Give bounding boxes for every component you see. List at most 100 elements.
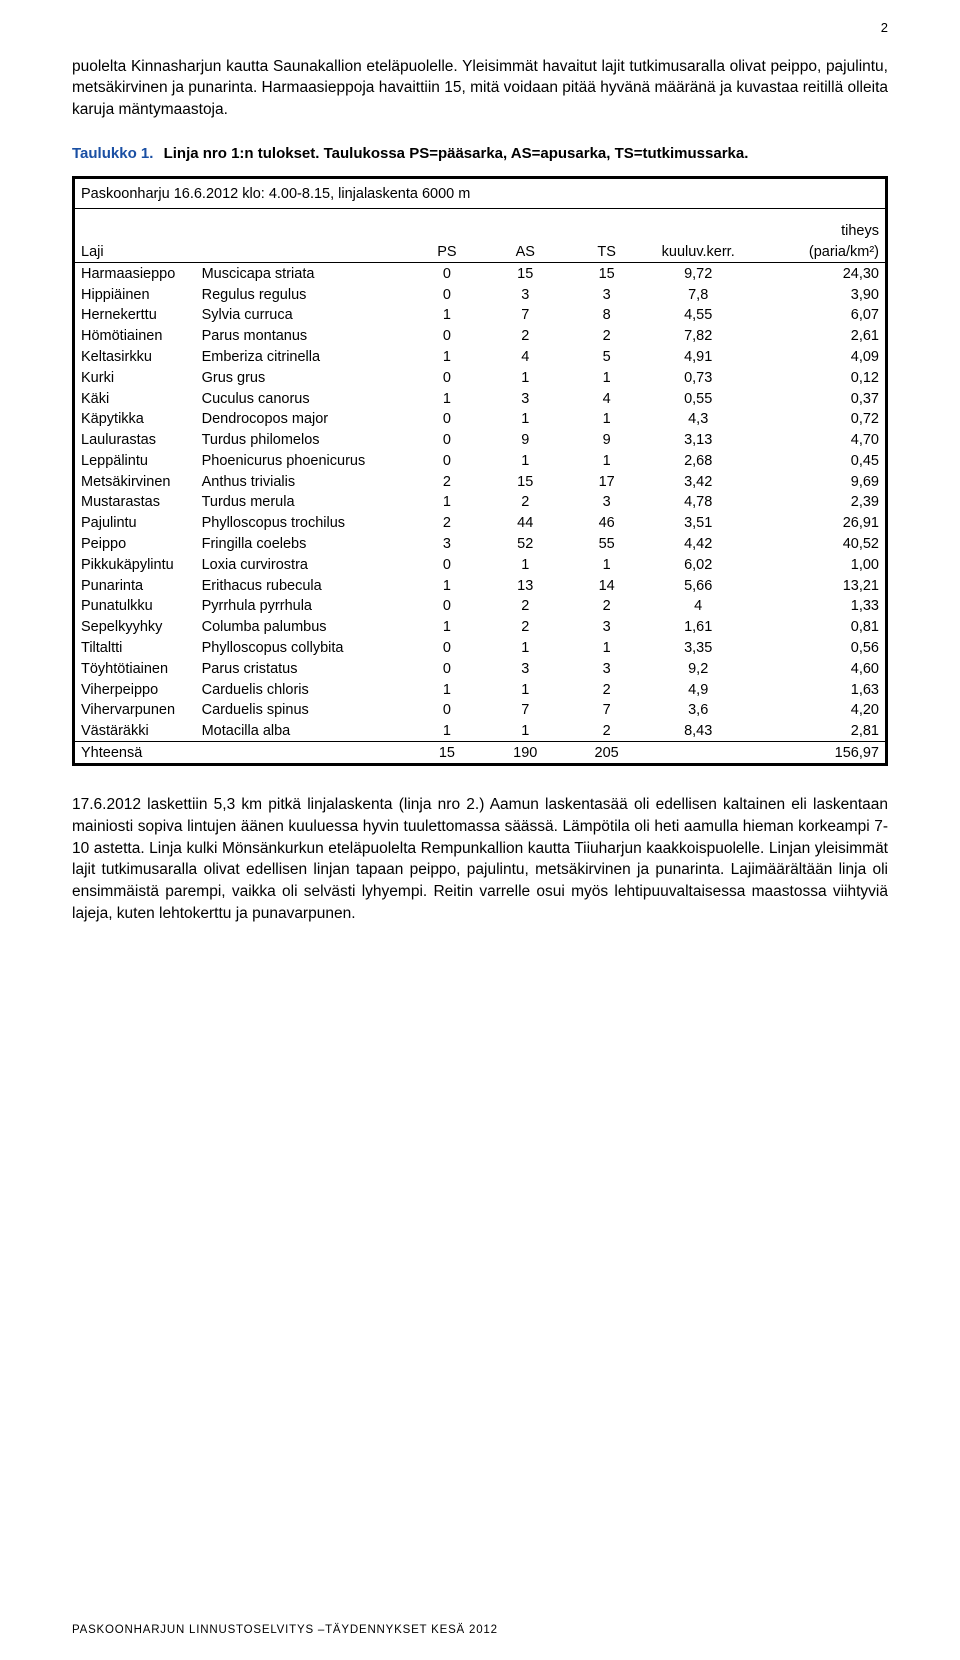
table-cell: 7 xyxy=(566,700,647,721)
page-number: 2 xyxy=(881,20,888,35)
table-cell: Metsäkirvinen xyxy=(74,471,196,492)
intro-paragraph: puolelta Kinnasharjun kautta Saunakallio… xyxy=(72,56,888,121)
col-laji: Laji xyxy=(74,242,196,263)
table-cell: Hernekerttu xyxy=(74,305,196,326)
table-caption-link: Taulukko 1. xyxy=(72,145,153,162)
table-cell: Yhteensä xyxy=(74,742,196,765)
table-cell: 44 xyxy=(485,513,566,534)
table-cell: 52 xyxy=(485,534,566,555)
table-cell: Regulus regulus xyxy=(196,284,410,305)
table-cell xyxy=(196,742,410,765)
table-cell: 0 xyxy=(409,263,484,284)
table-cell: 4 xyxy=(647,596,749,617)
table-cell: 2 xyxy=(566,326,647,347)
table-cell: 4,3 xyxy=(647,409,749,430)
table-cell: 13 xyxy=(485,575,566,596)
table-cell: 4,42 xyxy=(647,534,749,555)
table-cell: 1 xyxy=(409,575,484,596)
table-cell: 2 xyxy=(485,326,566,347)
table-cell: 0,55 xyxy=(647,388,749,409)
table-cell: 3 xyxy=(566,492,647,513)
species-table: Paskoonharju 16.6.2012 klo: 4.00-8.15, l… xyxy=(72,176,888,766)
table-cell: Carduelis chloris xyxy=(196,679,410,700)
table-cell: Dendrocopos major xyxy=(196,409,410,430)
table-row: PunatulkkuPyrrhula pyrrhula02241,33 xyxy=(74,596,887,617)
table-cell: Punarinta xyxy=(74,575,196,596)
header-row-2: Laji PS AS TS kuuluv.kerr. (paria/km²) xyxy=(74,242,887,263)
table-cell: 0 xyxy=(409,596,484,617)
table-cell: Keltasirkku xyxy=(74,347,196,368)
table-cell: 4,60 xyxy=(749,658,886,679)
table-cell: Hömötiainen xyxy=(74,326,196,347)
table-cell: Parus montanus xyxy=(196,326,410,347)
table-cell: Sepelkyyhky xyxy=(74,617,196,638)
table-cell: Västäräkki xyxy=(74,721,196,742)
table-cell: 0 xyxy=(409,284,484,305)
table-cell: Töyhtötiainen xyxy=(74,658,196,679)
table-cell: Peippo xyxy=(74,534,196,555)
table-cell xyxy=(647,742,749,765)
table-cell: 2,68 xyxy=(647,451,749,472)
table-cell: 7,8 xyxy=(647,284,749,305)
table-cell: 1 xyxy=(485,679,566,700)
table-cell: 0 xyxy=(409,638,484,659)
col-ps: PS xyxy=(409,242,484,263)
table-cell: Pikkukäpylintu xyxy=(74,554,196,575)
table-cell: Carduelis spinus xyxy=(196,700,410,721)
table-cell: Erithacus rubecula xyxy=(196,575,410,596)
table-row: HömötiainenParus montanus0227,822,61 xyxy=(74,326,887,347)
table-cell: 9,2 xyxy=(647,658,749,679)
table-row: HarmaasieppoMuscicapa striata015159,7224… xyxy=(74,263,887,284)
table-row: MustarastasTurdus merula1234,782,39 xyxy=(74,492,887,513)
table-cell: 1 xyxy=(485,451,566,472)
table-cell: 0,56 xyxy=(749,638,886,659)
table-cell: 1 xyxy=(566,638,647,659)
table-cell: 4 xyxy=(485,347,566,368)
col-paria: (paria/km²) xyxy=(749,242,886,263)
table-cell: 1 xyxy=(566,409,647,430)
table-cell: Turdus merula xyxy=(196,492,410,513)
table-cell: 205 xyxy=(566,742,647,765)
table-cell: 0 xyxy=(409,326,484,347)
table-cell: 1 xyxy=(485,554,566,575)
table-row: PeippoFringilla coelebs352554,4240,52 xyxy=(74,534,887,555)
table-cell: 13,21 xyxy=(749,575,886,596)
table-cell: 3,51 xyxy=(647,513,749,534)
table-row: VästäräkkiMotacilla alba1128,432,81 xyxy=(74,721,887,742)
table-cell: 1 xyxy=(566,451,647,472)
table-cell: 1,63 xyxy=(749,679,886,700)
table-cell: Parus cristatus xyxy=(196,658,410,679)
table-row: TöyhtötiainenParus cristatus0339,24,60 xyxy=(74,658,887,679)
table-cell: 4,91 xyxy=(647,347,749,368)
table-cell: Motacilla alba xyxy=(196,721,410,742)
table-cell: 3,13 xyxy=(647,430,749,451)
table-cell: 2,81 xyxy=(749,721,886,742)
table-cell: 1 xyxy=(409,305,484,326)
table-cell: 0 xyxy=(409,430,484,451)
table-cell: 7,82 xyxy=(647,326,749,347)
table-cell: 2 xyxy=(485,492,566,513)
col-kuul: kuuluv.kerr. xyxy=(647,242,749,263)
table-cell: Pajulintu xyxy=(74,513,196,534)
table-row: KäkiCuculus canorus1340,550,37 xyxy=(74,388,887,409)
table-cell: 1 xyxy=(409,388,484,409)
table-cell: 1,00 xyxy=(749,554,886,575)
table-cell: 1 xyxy=(485,409,566,430)
table-row: PunarintaErithacus rubecula113145,6613,2… xyxy=(74,575,887,596)
table-cell: 0 xyxy=(409,554,484,575)
table-cell: 2,61 xyxy=(749,326,886,347)
table-cell: Anthus trivialis xyxy=(196,471,410,492)
table-cell: 4,70 xyxy=(749,430,886,451)
table-cell: 9,72 xyxy=(647,263,749,284)
footer-text: PASKOONHARJUN LINNUSTOSELVITYS –TÄYDENNY… xyxy=(72,1624,498,1636)
table-cell: 14 xyxy=(566,575,647,596)
table-row: MetsäkirvinenAnthus trivialis215173,429,… xyxy=(74,471,887,492)
header-row-1: tiheys xyxy=(74,209,887,242)
table-cell: 1 xyxy=(409,679,484,700)
table-cell: 3,42 xyxy=(647,471,749,492)
table-cell: Tiltaltti xyxy=(74,638,196,659)
table-cell: 8,43 xyxy=(647,721,749,742)
table-row: ViherpeippoCarduelis chloris1124,91,63 xyxy=(74,679,887,700)
table-row: PajulintuPhylloscopus trochilus244463,51… xyxy=(74,513,887,534)
table-row: SepelkyyhkyColumba palumbus1231,610,81 xyxy=(74,617,887,638)
